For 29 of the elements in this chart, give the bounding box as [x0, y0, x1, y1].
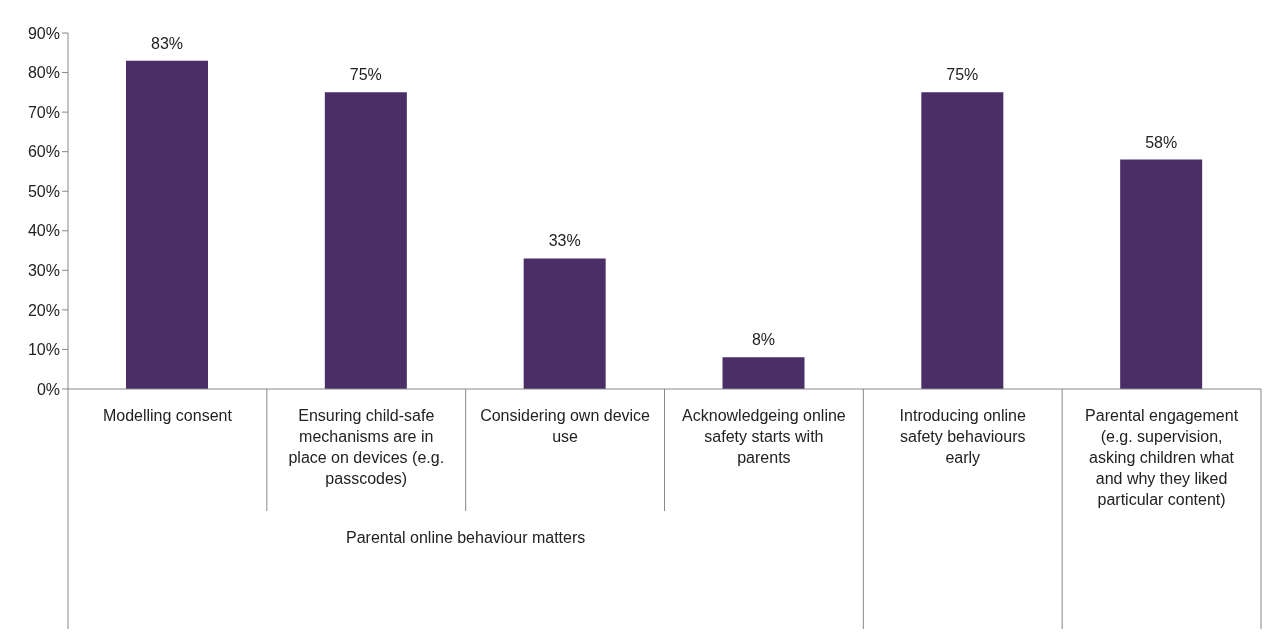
y-tick-label: 0%	[36, 380, 60, 398]
y-tick-label: 60%	[27, 143, 60, 161]
bar	[523, 258, 606, 389]
y-tick-label: 20%	[27, 301, 60, 319]
x-tick-label: Ensuring child-safe mechanisms are in place on devices (e.g. passcodes)	[288, 407, 445, 487]
y-tick-label: 90%	[27, 24, 60, 42]
data-label: 8%	[751, 331, 776, 349]
x-tick-label: Modelling consent	[102, 407, 233, 424]
text: Parental online behaviour matters	[346, 529, 586, 546]
x-tick-label: Acknowledgeing online safety starts with parents	[682, 407, 846, 466]
y-tick-label: 40%	[27, 222, 60, 240]
data-label: 75%	[349, 66, 382, 84]
data-label: 58%	[1145, 133, 1178, 151]
data-label: 33%	[548, 232, 581, 250]
x-tick-label: Parental engagement (e.g. supervision, asking children what and why they liked particular content)	[1085, 407, 1239, 508]
data-label: 75%	[946, 66, 979, 84]
x-tick-label: Considering own device use	[480, 407, 651, 445]
data-label: 83%	[150, 34, 184, 52]
bar	[1120, 159, 1203, 389]
y-tick-label: 80%	[27, 64, 60, 82]
y-tick-label: 10%	[27, 341, 60, 359]
bar	[126, 60, 208, 389]
y-tick-label: 50%	[27, 182, 60, 200]
x-tick-label: Introducing online safety behaviours early	[899, 407, 1027, 466]
y-tick-label: 70%	[27, 103, 60, 121]
bar	[324, 92, 407, 389]
y-tick-label: 30%	[27, 262, 60, 280]
bar	[921, 92, 1004, 389]
bar	[722, 357, 805, 389]
